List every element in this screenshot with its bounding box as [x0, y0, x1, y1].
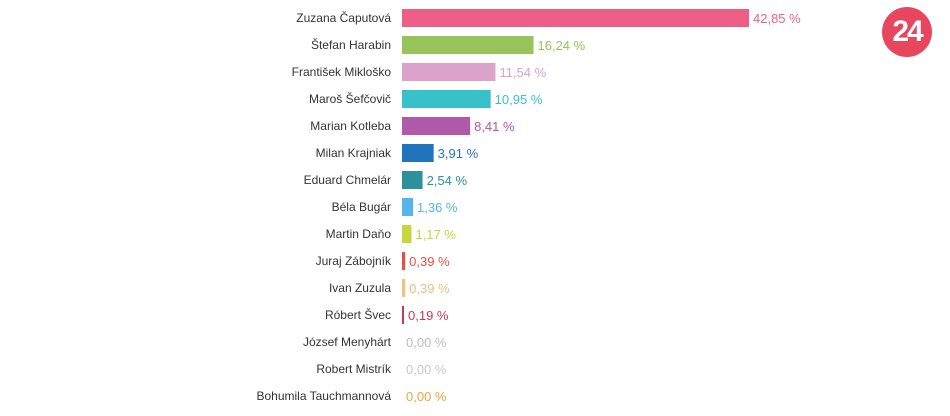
category-label: Béla Bugár — [332, 200, 391, 214]
category-label: Juraj Zábojník — [316, 254, 392, 268]
data-label: 0,39 % — [409, 281, 450, 296]
bar[interactable] — [402, 171, 423, 189]
category-label: Marian Kotleba — [310, 119, 391, 133]
brand-logo: 24 — [882, 7, 932, 57]
data-label: 16,24 % — [538, 38, 586, 53]
data-label: 0,00 % — [406, 362, 447, 377]
data-label: 0,19 % — [408, 308, 449, 323]
category-label: Maroš Šefčovič — [309, 91, 391, 106]
bar[interactable] — [402, 252, 406, 270]
category-label: Zuzana Čaputová — [296, 10, 391, 25]
bar[interactable] — [402, 36, 534, 54]
data-label: 0,00 % — [406, 389, 447, 404]
bar[interactable] — [402, 63, 496, 81]
category-label: Eduard Chmelár — [304, 173, 391, 187]
category-label: Štefan Harabin — [311, 37, 391, 52]
category-label: Bohumila Tauchmannová — [256, 389, 391, 403]
data-label: 0,39 % — [409, 254, 450, 269]
data-label: 0,00 % — [406, 335, 447, 350]
data-label: 11,54 % — [499, 65, 546, 80]
bar[interactable] — [402, 144, 434, 162]
data-label: 1,36 % — [417, 200, 458, 215]
data-label: 8,41 % — [474, 119, 515, 134]
bar[interactable] — [402, 306, 404, 324]
category-label: Milan Krajniak — [316, 146, 392, 160]
category-label: Martin Daňo — [326, 227, 392, 241]
data-label: 3,91 % — [438, 146, 479, 161]
category-label: Robert Mistrík — [316, 362, 392, 376]
data-label: 1,17 % — [415, 227, 456, 242]
data-label: 2,54 % — [427, 173, 468, 188]
bar[interactable] — [402, 90, 491, 108]
category-label: František Mikloško — [292, 65, 392, 79]
category-label: Ivan Zuzula — [329, 281, 391, 295]
logo-text: 24 — [892, 15, 923, 48]
data-label: 10,95 % — [495, 92, 543, 107]
category-label: József Menyhárt — [303, 335, 392, 349]
bar[interactable] — [402, 225, 412, 243]
data-label: 42,85 % — [753, 11, 801, 26]
bar[interactable] — [402, 198, 414, 216]
bar[interactable] — [402, 9, 749, 27]
bar[interactable] — [402, 117, 471, 135]
category-label: Róbert Švec — [325, 307, 391, 322]
bar[interactable] — [402, 279, 406, 297]
